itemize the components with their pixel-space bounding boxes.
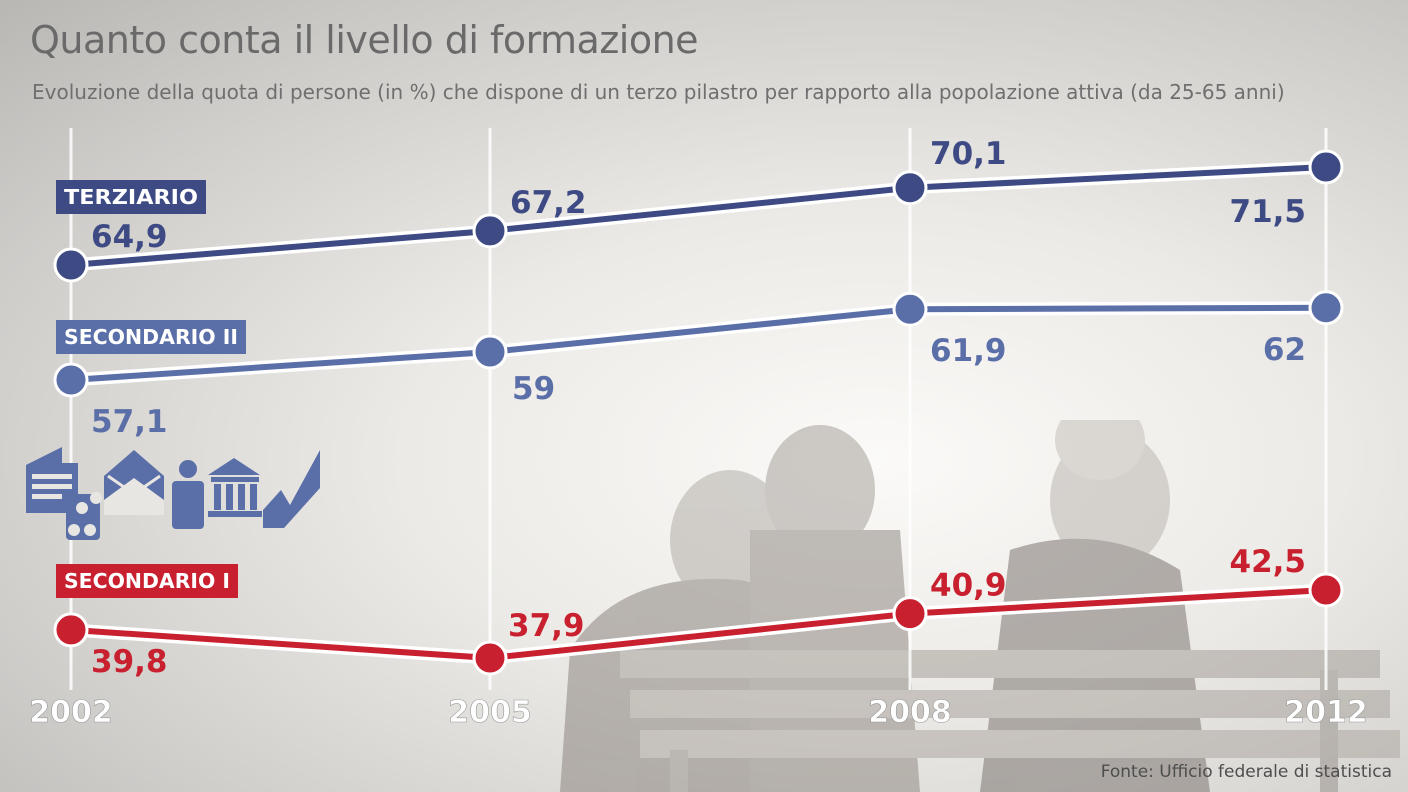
data-points — [53, 149, 1344, 676]
data-point — [472, 213, 508, 249]
checkmark-icon — [263, 450, 320, 528]
chart-subtitle: Evoluzione della quota di persone (in %)… — [32, 80, 1285, 104]
person-icon — [172, 460, 204, 529]
x-tick-label: 2008 — [868, 695, 952, 730]
data-label: 61,9 — [930, 333, 1007, 369]
data-point — [892, 291, 928, 327]
series-line — [70, 304, 1327, 383]
data-point — [472, 640, 508, 676]
series-label-text: SECONDARIO I — [64, 569, 230, 593]
source-note: Fonte: Ufficio federale di statistica — [1100, 762, 1392, 782]
series-label-text: SECONDARIO II — [64, 325, 238, 349]
series-label-background — [56, 564, 238, 598]
data-point — [53, 362, 89, 398]
data-labels: 64,9 67,2 70,1 71,5 57,1 59 61,9 62 39,8 37,9 40,9… — [91, 136, 1306, 680]
series-label-background — [56, 320, 246, 354]
x-tick-label: 2002 — [29, 695, 113, 730]
data-label: 39,8 — [91, 644, 168, 680]
x-axis-ticks: 2002 2005 2008 2012 — [29, 695, 1368, 731]
series-label-text: TERZIARIO — [64, 185, 198, 209]
series-line — [70, 587, 1327, 661]
data-point — [1308, 290, 1344, 326]
series-label-background — [56, 180, 206, 214]
background-photo — [560, 420, 1400, 792]
data-label: 42,5 — [1230, 544, 1307, 580]
data-label: 67,2 — [510, 185, 587, 221]
series-labels: TERZIARIO SECONDARIO II SECONDARIO I — [56, 180, 246, 598]
data-point — [472, 334, 508, 370]
data-label: 59 — [512, 371, 555, 407]
data-point — [1308, 572, 1344, 608]
data-label: 40,9 — [930, 568, 1007, 604]
data-label: 70,1 — [930, 136, 1007, 172]
data-point — [53, 612, 89, 648]
series-line — [70, 164, 1327, 268]
document-icon — [26, 447, 78, 513]
data-point — [892, 170, 928, 206]
series-label: SECONDARIO I — [56, 564, 238, 598]
data-point — [1308, 149, 1344, 185]
data-point — [53, 247, 89, 283]
icon-row — [26, 447, 320, 540]
data-label: 37,9 — [508, 608, 585, 644]
series-lines — [70, 160, 1327, 665]
money-icon — [66, 492, 102, 540]
chart-title: Quanto conta il livello di formazione — [30, 18, 699, 62]
series-label: TERZIARIO — [56, 180, 206, 214]
data-label: 71,5 — [1230, 194, 1307, 230]
data-label: 64,9 — [91, 219, 168, 255]
bank-icon — [208, 458, 262, 517]
data-label: 57,1 — [91, 404, 168, 440]
envelope-icon — [104, 450, 164, 515]
series-label: SECONDARIO II — [56, 320, 246, 354]
x-tick-label: 2012 — [1284, 695, 1368, 730]
data-label: 62 — [1263, 332, 1306, 368]
data-point — [892, 596, 928, 632]
x-tick-label: 2005 — [448, 695, 532, 730]
